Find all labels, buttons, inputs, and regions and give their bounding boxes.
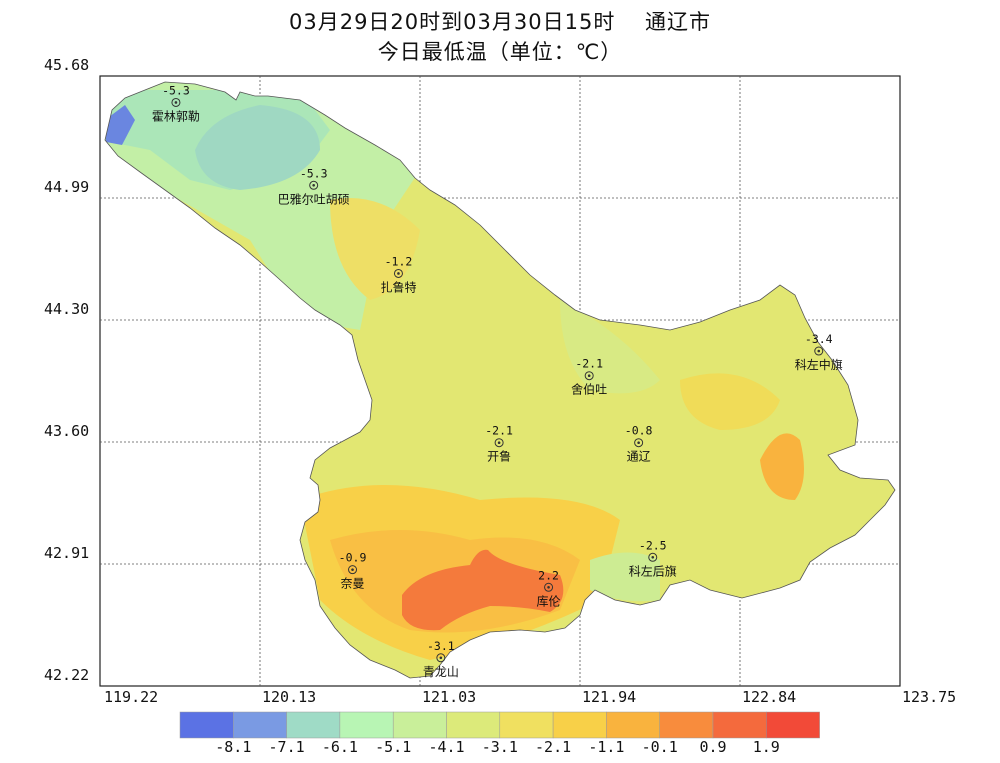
station-value: -2.1	[575, 357, 603, 371]
legend-swatch	[392, 711, 447, 739]
legend-swatch	[286, 711, 341, 739]
station-value: -1.2	[385, 254, 413, 268]
station-value: -2.1	[485, 424, 513, 438]
station-dot-center	[651, 556, 655, 559]
station-value: -3.1	[427, 639, 455, 653]
station-name: 科左中旗	[795, 357, 843, 372]
station-dot-center	[547, 585, 550, 589]
plot-frame	[99, 75, 901, 687]
station-marker: -0.9 奈曼	[339, 551, 367, 591]
y-tick-label: 44.30	[44, 300, 90, 318]
station-dot	[309, 180, 319, 190]
x-tick-label: 122.84	[742, 688, 797, 706]
station-value: -5.3	[300, 166, 328, 180]
legend-label: -2.1	[535, 738, 572, 756]
station-value: -0.9	[339, 551, 367, 565]
stations-layer: -5.3 霍林郭勒 -5.3 巴雅尔吐胡硕 -1.2 扎鲁特 -2.1 舍伯吐 -3.4 科左中旗…	[152, 83, 843, 678]
legend-label: -3.1	[481, 738, 518, 756]
legend-label: 0.9	[699, 738, 727, 756]
map-subtitle: 今日最低温（单位：℃）	[377, 40, 623, 64]
station-name: 青龙山	[423, 665, 459, 679]
legend-label: -5.1	[375, 738, 412, 756]
station-dot-center	[817, 349, 821, 353]
station-marker: -5.3 巴雅尔吐胡硕	[278, 166, 350, 206]
station-value: 2.2	[538, 568, 559, 582]
legend-label: -0.1	[641, 738, 678, 756]
map-title: 03月29日20时到03月30日15时 通辽市	[288, 10, 711, 34]
legend-swatch	[712, 711, 767, 739]
station-marker: -1.2 扎鲁特	[380, 254, 416, 294]
station-name: 霍林郭勒	[152, 109, 200, 123]
legend-swatch	[552, 711, 607, 739]
station-name: 通辽	[627, 450, 651, 464]
legend-label: 1.9	[752, 738, 780, 756]
legend-swatch	[233, 711, 287, 739]
legend-swatch	[766, 711, 820, 739]
station-dot	[584, 371, 594, 381]
legend-label: -6.1	[321, 738, 358, 756]
station-dot	[348, 565, 358, 575]
legend-color-bar	[179, 711, 820, 739]
legend-swatch	[339, 711, 394, 739]
x-tick-label: 120.13	[262, 688, 317, 706]
station-dot	[634, 438, 644, 448]
x-tick-label: 119.22	[104, 688, 159, 706]
legend-swatch	[179, 711, 234, 739]
station-dot	[544, 582, 554, 592]
station-dot	[436, 653, 446, 663]
station-name: 科左后旗	[629, 563, 677, 578]
station-dot	[393, 268, 403, 278]
y-tick-label: 43.60	[44, 422, 90, 440]
station-name: 开鲁	[487, 450, 511, 464]
x-tick-label: 123.75	[902, 688, 957, 706]
legend-swatch	[659, 711, 714, 739]
region-outline	[104, 81, 896, 679]
station-dot-center	[587, 374, 591, 378]
legend-swatch	[446, 711, 501, 739]
station-name: 扎鲁特	[380, 279, 416, 294]
station-marker: -3.1 青龙山	[423, 639, 459, 679]
legend-swatch	[499, 711, 554, 739]
legend-label: -4.1	[428, 738, 465, 756]
legend-label: -8.1	[215, 738, 252, 756]
legend-swatch	[606, 711, 660, 739]
station-dot-center	[439, 656, 443, 660]
station-dot-center	[637, 441, 640, 445]
station-value: -3.4	[805, 332, 833, 346]
station-marker: -2.1 开鲁	[485, 424, 513, 464]
station-dot	[648, 552, 658, 562]
station-marker: -2.1 舍伯吐	[571, 357, 607, 397]
y-tick-label: 42.22	[44, 666, 90, 684]
station-dot-center	[312, 184, 315, 187]
station-dot-center	[397, 272, 400, 275]
station-marker: -2.5 科左后旗	[629, 538, 677, 578]
station-dot	[171, 97, 181, 107]
station-dot	[494, 438, 504, 448]
station-marker: 2.2 库伦	[537, 568, 561, 608]
temperature-field	[105, 82, 895, 678]
station-value: -0.8	[625, 424, 653, 438]
legend-label: -7.1	[268, 738, 305, 756]
station-dot-center	[497, 441, 501, 445]
station-value: -2.5	[639, 538, 667, 552]
y-tick-label: 45.68	[44, 56, 90, 74]
station-marker: -0.8 通辽	[625, 424, 653, 464]
x-tick-label: 121.94	[582, 688, 637, 706]
station-dot-center	[174, 101, 178, 104]
station-dot	[814, 346, 824, 356]
station-name: 巴雅尔吐胡硕	[278, 191, 350, 206]
station-name: 奈曼	[341, 577, 365, 591]
station-value: -5.3	[162, 83, 190, 97]
station-name: 舍伯吐	[571, 382, 607, 397]
y-tick-label: 42.91	[44, 544, 90, 562]
y-tick-label: 44.99	[44, 178, 90, 196]
station-marker: -5.3 霍林郭勒	[152, 83, 200, 123]
x-tick-label: 121.03	[422, 688, 477, 706]
legend-label: -1.1	[588, 738, 625, 756]
station-dot-center	[351, 568, 354, 571]
station-marker: -3.4 科左中旗	[795, 332, 843, 372]
station-name: 库伦	[537, 593, 561, 608]
